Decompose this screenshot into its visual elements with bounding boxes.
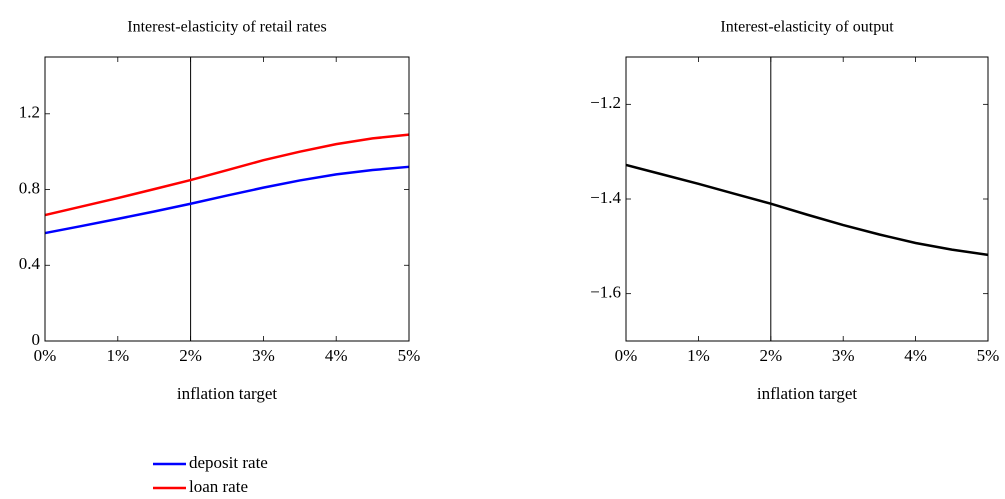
data-line (625, 163, 989, 257)
x-tick-label: 1% (106, 346, 129, 365)
x-tick-label: 5% (398, 346, 421, 365)
y-tick-label: 0 (32, 330, 41, 349)
legend-label: deposit rate (189, 453, 268, 472)
y-tick-label: −1.2 (590, 93, 621, 112)
x-tick-label: 4% (325, 346, 348, 365)
chart-title: Interest-elasticity of output (720, 19, 894, 36)
x-tick-label: 1% (687, 346, 710, 365)
x-tick-label: 0% (34, 346, 57, 365)
plot-frame (625, 56, 989, 342)
subplot: Interest-elasticity of output inflation t… (590, 19, 999, 403)
y-tick-label: −1.6 (590, 283, 621, 302)
subplot: Interest-elasticity of retail rates infla… (19, 19, 421, 496)
x-axis-label: inflation target (757, 384, 858, 403)
plot-frame (44, 56, 410, 342)
x-axis-label: inflation target (177, 384, 278, 403)
x-tick-label: 5% (977, 346, 1000, 365)
y-tick-label: −1.4 (590, 188, 621, 207)
x-tick-label: 4% (904, 346, 927, 365)
x-tick-label: 2% (179, 346, 202, 365)
y-tick-label: 1.2 (19, 103, 40, 122)
x-tick-label: 3% (252, 346, 275, 365)
chart-title: Interest-elasticity of retail rates (127, 19, 326, 36)
x-tick-label: 0% (615, 346, 638, 365)
data-line (44, 133, 410, 217)
legend-label: loan rate (189, 477, 248, 496)
data-line (44, 165, 410, 235)
y-tick-label: 0.8 (19, 178, 40, 197)
y-tick-label: 0.4 (19, 254, 41, 273)
x-tick-label: 3% (832, 346, 855, 365)
x-tick-label: 2% (759, 346, 782, 365)
